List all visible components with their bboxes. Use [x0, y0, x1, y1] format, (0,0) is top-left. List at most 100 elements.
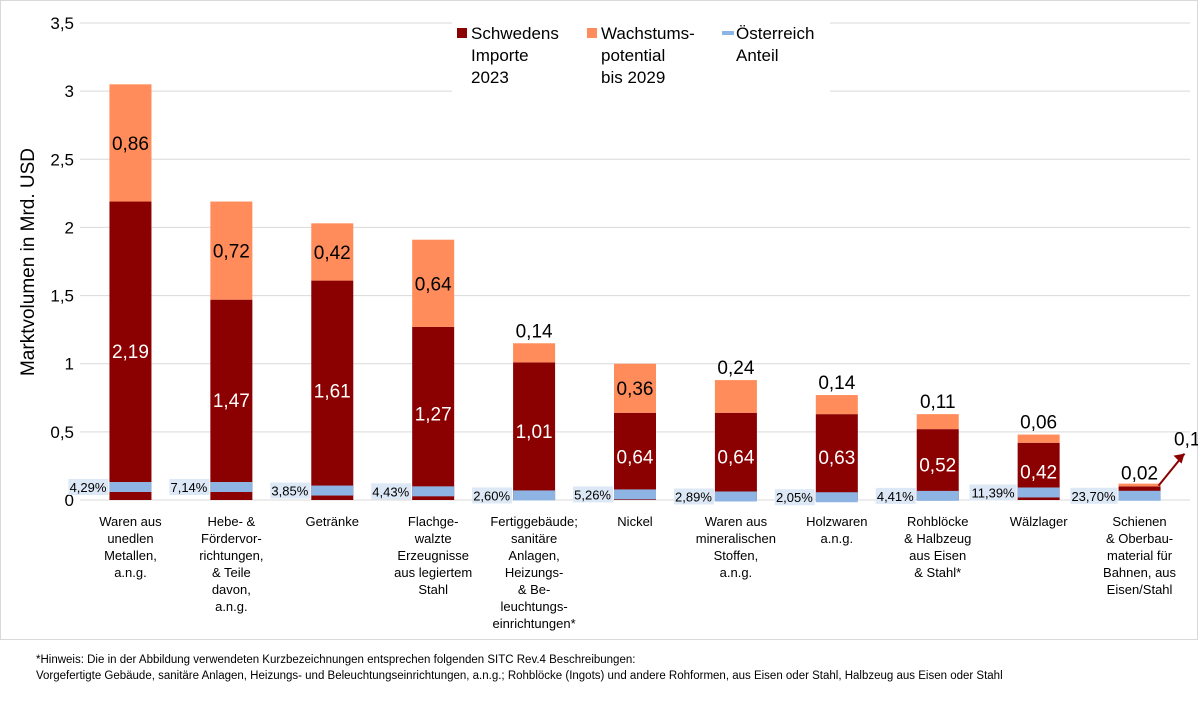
category-label-line: unedlen	[107, 531, 153, 546]
share-label-bg	[1070, 487, 1118, 504]
bar-growth	[916, 414, 959, 430]
value-label-growth: 0,14	[818, 373, 855, 394]
value-label-base: 1,27	[415, 404, 452, 425]
share-label: 2,60%	[473, 488, 510, 503]
category-label-line: Stoffen,	[714, 548, 759, 563]
category-label-line: Getränke	[306, 514, 359, 529]
category-label-line: leuchtungs-	[500, 599, 567, 614]
bar-growth	[513, 343, 556, 363]
bar-base	[916, 429, 959, 500]
share-label: 3,85%	[271, 484, 308, 499]
share-marker	[513, 490, 556, 501]
share-label: 23,70%	[1071, 489, 1116, 504]
bar-growth	[714, 380, 757, 413]
y-tick-label: 1,5	[50, 287, 74, 306]
category-label-line: Fertiggebäude;	[490, 514, 577, 529]
value-label-growth: 0,14	[516, 321, 553, 342]
category-label: Getränke	[306, 514, 359, 529]
category-label-line: Eisen/Stahl	[1107, 582, 1173, 597]
share-label-bg	[673, 488, 714, 505]
category-label-line: & Oberbau-	[1106, 531, 1173, 546]
share-label: 4,43%	[372, 484, 409, 499]
share-label-bg	[472, 487, 513, 504]
value-label-growth: 0,42	[314, 243, 351, 264]
legend-entry: Österreich Anteil	[736, 24, 814, 65]
value-label-base: 2,19	[112, 342, 149, 363]
category-label-line: a.n.g.	[114, 565, 147, 580]
value-label-growth: 0,24	[717, 358, 754, 379]
bar-growth	[311, 223, 354, 281]
category-label-line: & Stahl*	[914, 565, 961, 580]
y-tick-label: 3,5	[50, 14, 74, 33]
category-label: Wälzlager	[1010, 514, 1068, 529]
legend-swatch	[457, 28, 467, 38]
x-axis-categories: Waren aus unedlen Metallen, a.n.g. Hebe- & Fö…	[99, 514, 1176, 631]
share-marker	[815, 492, 858, 503]
bar-growth	[210, 201, 253, 300]
legend-swatch	[587, 28, 597, 38]
legend-entry-line: Österreich	[736, 24, 814, 43]
category-label-line: & Be-	[518, 582, 551, 597]
category-label-line: Nickel	[617, 514, 653, 529]
value-label-base-callout: 0,10	[1174, 430, 1198, 451]
share-label-bg	[774, 489, 815, 506]
value-label-growth: 0,02	[1121, 464, 1158, 485]
bar-growth	[109, 84, 152, 202]
category-label-line: a.n.g.	[821, 531, 854, 546]
data-labels: 2,19 0,86 1,47 0,72 1,61 0,42 1,27 0,64 1,01 0,14…	[112, 134, 1158, 485]
bar-growth	[1017, 434, 1060, 443]
value-label-base: 1,47	[213, 391, 250, 412]
share-label: 4,29%	[70, 480, 107, 495]
category-label-line: a.n.g.	[215, 599, 248, 614]
category-label-line: Flachge-	[408, 514, 459, 529]
bar-growth	[815, 395, 858, 415]
value-label-growth: 0,06	[1020, 413, 1057, 434]
bars	[109, 84, 1161, 500]
legend-entry: Wachstums-potential bis 2029	[601, 24, 695, 87]
bar-base	[311, 280, 354, 500]
share-marker	[412, 486, 455, 497]
y-axis-label: Marktvolumen in Mrd. USD	[18, 148, 39, 376]
category-label-line: Waren aus	[705, 514, 768, 529]
category-label-line: richtungen,	[199, 548, 263, 563]
category-label: Flachge-walzte Erzeugnisse aus legiertem St…	[394, 514, 472, 597]
value-label-growth: 0,11	[920, 392, 956, 413]
category-label-line: einrichtungen*	[493, 616, 576, 631]
legend-entry-line: Schwedens	[471, 24, 559, 43]
category-label-line: Heizungs-	[505, 565, 564, 580]
category-label-line: a.n.g.	[720, 565, 753, 580]
bar-growth	[412, 239, 455, 327]
category-label-line: Erzeugnisse	[397, 548, 469, 563]
legend-entry: Schwedens Importe 2023	[471, 24, 559, 87]
category-label-line: Holzwaren	[806, 514, 867, 529]
category-label-line: sanitäre	[511, 531, 557, 546]
share-label-bg	[371, 483, 412, 500]
category-label-line: Rohblöcke	[907, 514, 968, 529]
stacked-bar-chart: 0 0,5 1 1,5 2 2,5 3 3,5 Marktvolumen in Mrd. US…	[0, 0, 1198, 640]
share-label-bg	[573, 486, 613, 503]
footnote-line-1: *Hinweis: Die in der Abbildung verwendet…	[36, 654, 636, 666]
value-label-base: 0,42	[1020, 462, 1057, 483]
value-label-base: 0,64	[617, 447, 654, 468]
share-marker	[1118, 490, 1161, 501]
arrow-head	[1173, 453, 1185, 464]
value-label-base: 1,61	[314, 381, 351, 402]
y-tick-label: 3	[65, 82, 74, 101]
value-label-base: 0,64	[717, 447, 754, 468]
legend-entry-line: Wachstums-	[601, 24, 695, 43]
y-tick-label: 2	[65, 218, 74, 237]
category-label-line: davon,	[212, 582, 251, 597]
value-label-base: 0,52	[919, 456, 956, 477]
legend: Schwedens Importe 2023 Wachstums-potential b…	[452, 20, 830, 94]
category-label-line: Bahnen, aus	[1103, 565, 1177, 580]
category-label-line: aus Eisen	[909, 548, 966, 563]
category-label-line: Schienen	[1112, 514, 1166, 529]
category-label-line: walzte	[414, 531, 452, 546]
y-axis: 0 0,5 1 1,5 2 2,5 3 3,5	[50, 14, 74, 510]
share-label-bg	[969, 484, 1017, 501]
category-label-line: Stahl	[418, 582, 448, 597]
bar-growth	[614, 363, 656, 413]
bar-base	[614, 412, 656, 500]
legend-entry-line: bis 2029	[601, 68, 665, 87]
category-label: Holzwaren a.n.g.	[806, 514, 867, 546]
